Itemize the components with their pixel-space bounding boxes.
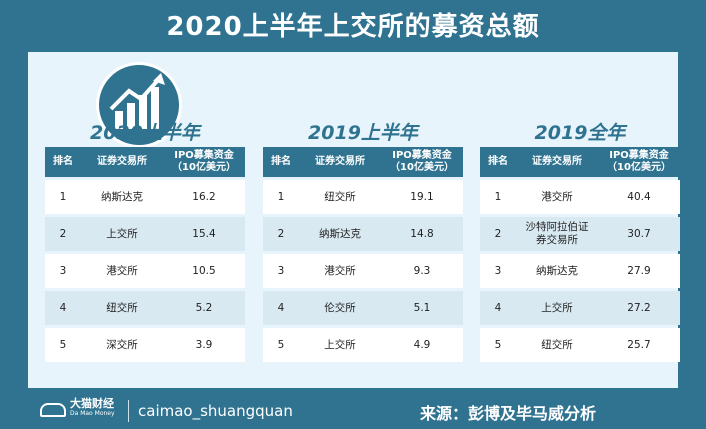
col-rank-header: 排名 (480, 147, 516, 177)
col-exchange-header: 证券交易所 (81, 147, 163, 177)
source-note: 来源：彭博及毕马威分析 (419, 404, 596, 423)
cell-rank: 3 (45, 254, 81, 288)
cell-amount: 9.3 (381, 254, 463, 288)
col-amount-header: IPO募集资金 （10亿美元） (163, 147, 245, 177)
cell-amount: 5.1 (381, 291, 463, 325)
table-row: 5 上交所 4.9 (263, 328, 463, 362)
cell-exchange: 港交所 (516, 180, 598, 214)
ranking-table: 排名 证券交易所 IPO募集资金 （10亿美元） 1 纳斯达克 16.2 2 上交所 15… (45, 144, 245, 365)
table-title: 2019全年 (534, 122, 626, 144)
cell-exchange: 上交所 (81, 217, 163, 251)
cell-exchange: 伦交所 (299, 291, 381, 325)
cell-amount: 5.2 (163, 291, 245, 325)
cell-amount: 10.5 (163, 254, 245, 288)
cell-rank: 3 (263, 254, 299, 288)
table-group-2020-h1: 2020上半年 排名 证券交易所 IPO募集资金 （10亿美元） 1 纳斯达克 16.… (45, 118, 245, 365)
col-exchange-header: 证券交易所 (299, 147, 381, 177)
col-rank-header: 排名 (263, 147, 299, 177)
footer-bar: 大猫财经 Da Mao Money caimao_shuangquan 来源：彭… (0, 392, 706, 429)
cell-rank: 2 (263, 217, 299, 251)
page-title: 2020上半年上交所的募资总额 (166, 12, 540, 42)
table-row: 2 沙特阿拉伯证券交易所 30.7 (480, 217, 680, 251)
cell-amount: 40.4 (598, 180, 680, 214)
cell-amount: 27.9 (598, 254, 680, 288)
cell-amount: 4.9 (381, 328, 463, 362)
table-row: 3 纳斯达克 27.9 (480, 254, 680, 288)
cell-rank: 5 (263, 328, 299, 362)
cell-exchange: 纳斯达克 (299, 217, 381, 251)
cell-amount: 15.4 (163, 217, 245, 251)
ranking-table: 排名 证券交易所 IPO募集资金 （10亿美元） 1 纽交所 19.1 2 纳斯达克 14… (263, 144, 463, 365)
table-row: 5 纽交所 25.7 (480, 328, 680, 362)
cell-rank: 5 (480, 328, 516, 362)
cat-logo-icon (40, 403, 66, 417)
table-row: 2 纳斯达克 14.8 (263, 217, 463, 251)
ranking-table: 排名 证券交易所 IPO募集资金 （10亿美元） 1 港交所 40.4 2 沙特阿拉伯证… (480, 144, 680, 365)
footer-divider (128, 400, 129, 422)
cell-rank: 1 (45, 180, 81, 214)
cell-exchange: 纳斯达克 (516, 254, 598, 288)
table-row: 4 上交所 27.2 (480, 291, 680, 325)
col-amount-header: IPO募集资金 （10亿美元） (598, 147, 680, 177)
cell-exchange: 纽交所 (81, 291, 163, 325)
cell-amount: 19.1 (381, 180, 463, 214)
cell-exchange: 上交所 (299, 328, 381, 362)
social-handle: caimao_shuangquan (138, 402, 293, 420)
cell-rank: 5 (45, 328, 81, 362)
bar-chart-growth-icon (96, 62, 182, 148)
table-group-2019-full: 2019全年 排名 证券交易所 IPO募集资金 （10亿美元） 1 港交所 40.4 … (480, 118, 680, 365)
table-row: 2 上交所 15.4 (45, 217, 245, 251)
col-amount-header: IPO募集资金 （10亿美元） (381, 147, 463, 177)
cell-amount: 30.7 (598, 217, 680, 251)
cell-amount: 25.7 (598, 328, 680, 362)
brand-name: 大猫财经 (70, 397, 114, 410)
cell-exchange: 上交所 (516, 291, 598, 325)
table-row: 5 深交所 3.9 (45, 328, 245, 362)
cell-exchange: 纳斯达克 (81, 180, 163, 214)
cell-exchange: 港交所 (81, 254, 163, 288)
col-exchange-header: 证券交易所 (516, 147, 598, 177)
cell-exchange: 纽交所 (299, 180, 381, 214)
cell-rank: 2 (45, 217, 81, 251)
cell-rank: 1 (263, 180, 299, 214)
table-row: 4 纽交所 5.2 (45, 291, 245, 325)
cell-rank: 4 (263, 291, 299, 325)
cell-amount: 3.9 (163, 328, 245, 362)
cell-exchange: 港交所 (299, 254, 381, 288)
cell-amount: 16.2 (163, 180, 245, 214)
cell-rank: 3 (480, 254, 516, 288)
table-row: 1 纽交所 19.1 (263, 180, 463, 214)
cell-exchange: 沙特阿拉伯证券交易所 (516, 217, 598, 251)
cell-rank: 1 (480, 180, 516, 214)
table-row: 3 港交所 10.5 (45, 254, 245, 288)
cell-amount: 27.2 (598, 291, 680, 325)
brand-logo: 大猫财经 Da Mao Money (40, 395, 130, 425)
cell-rank: 4 (480, 291, 516, 325)
table-row: 1 港交所 40.4 (480, 180, 680, 214)
cell-exchange: 纽交所 (516, 328, 598, 362)
cell-amount: 14.8 (381, 217, 463, 251)
table-title: 2020上半年 (90, 122, 200, 144)
table-row: 4 伦交所 5.1 (263, 291, 463, 325)
table-group-2019-h1: 2019上半年 排名 证券交易所 IPO募集资金 （10亿美元） 1 纽交所 19.1… (263, 118, 463, 365)
cell-rank: 4 (45, 291, 81, 325)
brand-english: Da Mao Money (70, 410, 115, 417)
cell-exchange: 深交所 (81, 328, 163, 362)
table-row: 1 纳斯达克 16.2 (45, 180, 245, 214)
col-rank-header: 排名 (45, 147, 81, 177)
table-row: 3 港交所 9.3 (263, 254, 463, 288)
cell-rank: 2 (480, 217, 516, 251)
table-title: 2019上半年 (308, 122, 418, 144)
